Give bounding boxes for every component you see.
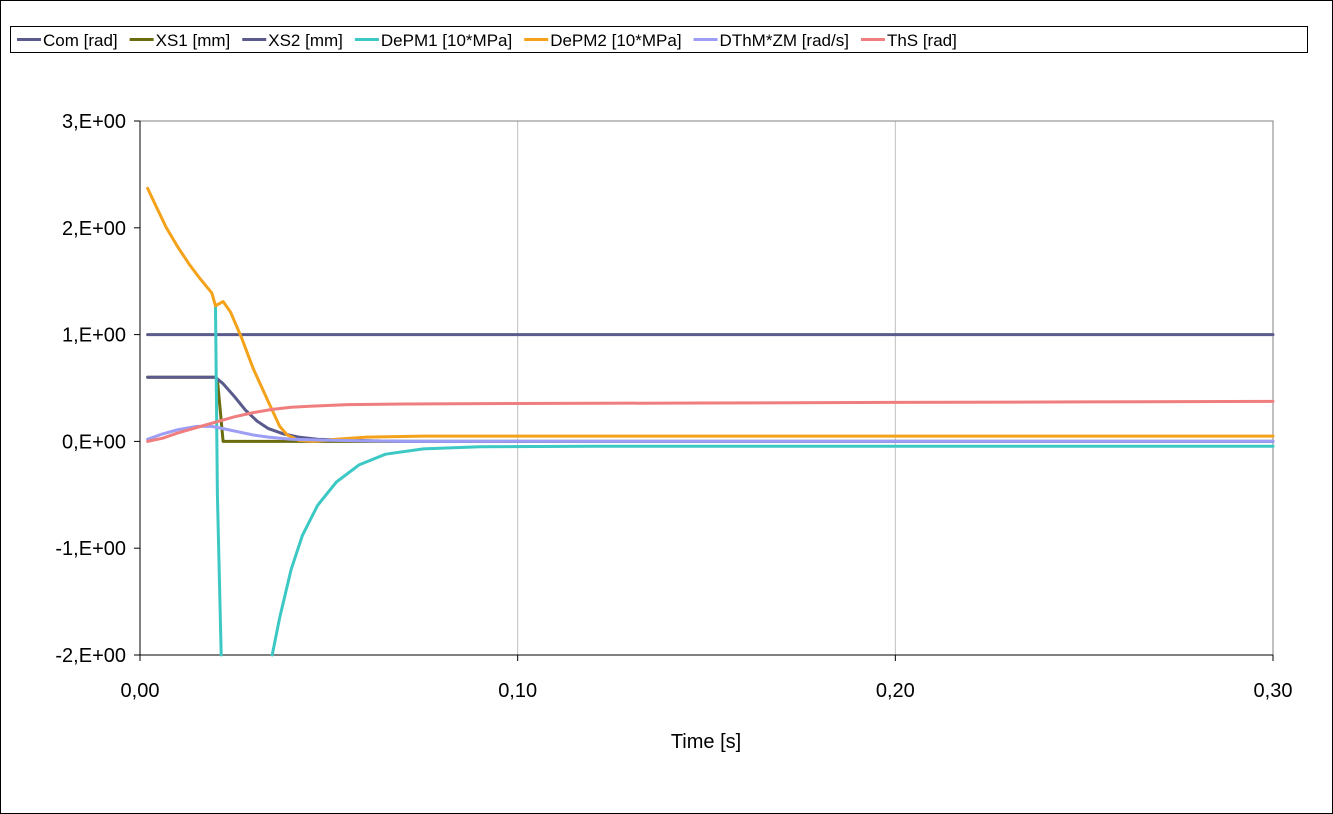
x-tick-label: 0,10 [498,680,537,702]
legend-label: XS1 [mm] [156,31,231,50]
series-line [146,424,1275,443]
legend-item: XS2 [mm] [242,31,343,50]
legend: Com [rad] XS1 [mm] XS2 [mm] DePM1 [10*MPa] D… [10,26,1308,53]
series-depm1-10-mpa [214,304,1275,657]
legend-label: ThS [rad] [887,31,957,50]
legend-label: XS2 [mm] [268,31,343,50]
legend-box [10,26,1308,53]
y-tick-label: -1,E+00 [55,538,126,560]
y-tick-label: -2,E+00 [55,645,126,667]
series-dthm-zm-rad-s [146,424,1275,443]
y-tick-label: 3,E+00 [62,111,126,133]
series-line [270,444,1275,657]
x-tick-label: 0,00 [121,680,160,702]
legend-item: DePM2 [10*MPa] [524,31,682,50]
legend-label: DThM*ZM [rad/s] [720,31,849,50]
x-tick-label: 0,30 [1254,680,1293,702]
y-tick-label: 2,E+00 [62,218,126,240]
grid-lines [517,121,896,655]
x-tick-label: 0,20 [876,680,915,702]
y-tick-label: 0,E+00 [62,431,126,453]
x-axis-title: Time [s] [671,731,741,753]
legend-label: Com [rad] [43,31,118,50]
y-axis: -2,E+00 -1,E+00 0,E+00 1,E+00 2,E+00 3,E+00 [55,111,141,667]
legend-label: DePM2 [10*MPa] [550,31,681,50]
legend-item: Com [rad] [17,31,118,50]
series-line [214,304,223,657]
legend-item: XS1 [mm] [129,31,231,50]
legend-item: DePM1 [10*MPa] [354,31,512,50]
legend-item: ThS [rad] [860,31,957,50]
series-line [146,399,1275,443]
series-ths-rad [146,399,1275,443]
legend-item: DThM*ZM [rad/s] [693,31,849,50]
x-axis: 0,00 0,10 0,20 0,30 [121,654,1293,702]
legend-label: DePM1 [10*MPa] [381,31,512,50]
series-layer [146,186,1275,657]
y-tick-label: 1,E+00 [62,325,126,347]
